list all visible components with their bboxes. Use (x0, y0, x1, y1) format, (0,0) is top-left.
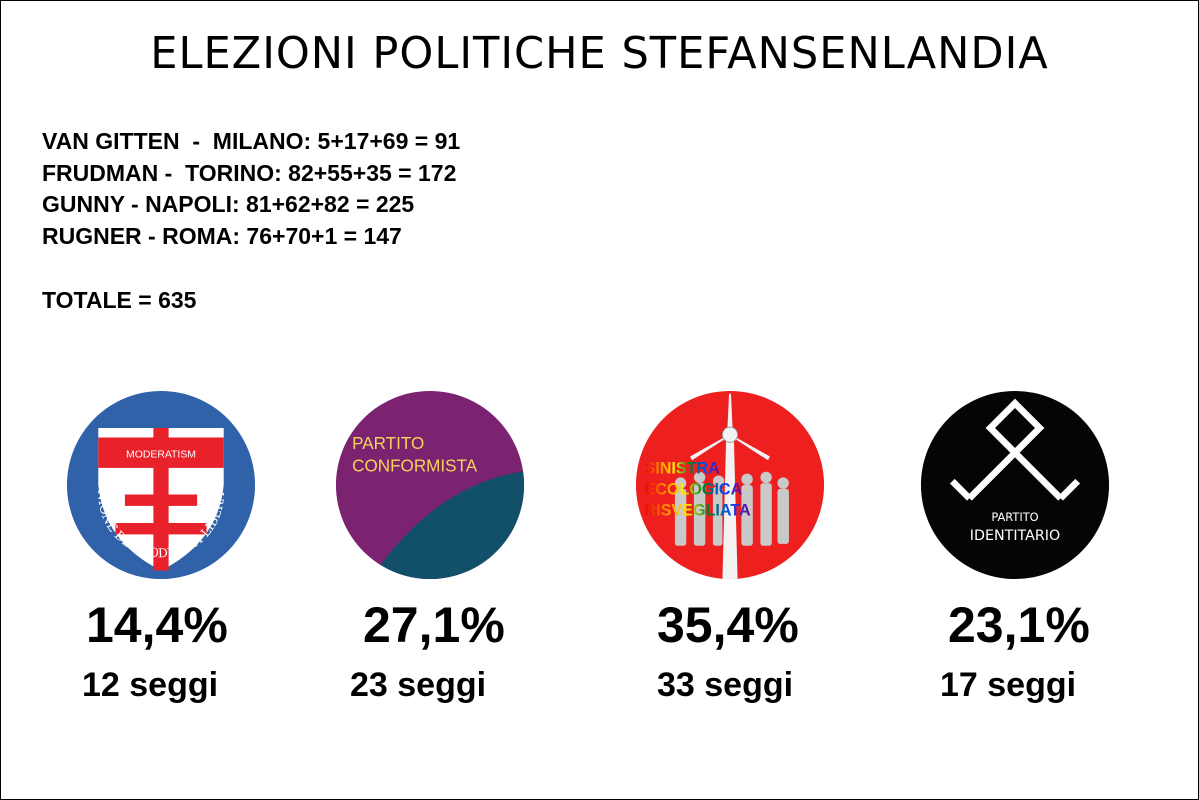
poster-title: ELEZIONI POLITICHE STEFANSENLANDIA (150, 28, 1049, 79)
moderati-liberali-logo: MODERATISM UNIONE DEI MODERATI LIBERALI (66, 390, 256, 580)
othala-rune-icon (949, 398, 1081, 501)
seats-conformista: 23 seggi (350, 666, 487, 704)
wind-turbine-icon (690, 393, 770, 580)
logo-moderatism-text: MODERATISM (126, 449, 196, 460)
logo-risvegliata-text: RISVEGLIATA (645, 501, 751, 519)
result-line-milano: VAN GITTEN - MILANO: 5+17+69 = 91 (42, 128, 461, 154)
logo-background-circle (920, 390, 1110, 580)
result-line-roma: RUGNER - ROMA: 76+70+1 = 147 (42, 222, 402, 249)
logo-identitario-text: IDENTITARIO (970, 528, 1060, 544)
seats-sinistra: 33 seggi (657, 666, 794, 704)
total-votes: TOTALE = 635 (42, 287, 197, 313)
partito-conformista-logo: PARTITO CONFORMISTA (335, 390, 525, 580)
percent-conformista: 27,1% (363, 597, 505, 653)
cross-bar-middle (124, 494, 198, 506)
city-results-list: VAN GITTEN - MILANO: 5+17+69 = 91 FRUDMA… (42, 126, 460, 252)
percent-moderati: 14,4% (86, 597, 228, 653)
seats-moderati: 12 seggi (82, 666, 219, 704)
cross-bar-bottom (115, 523, 207, 535)
percent-identitario: 23,1% (948, 597, 1090, 653)
result-line-napoli: GUNNY - NAPOLI: 81+62+82 = 225 (42, 191, 415, 217)
logo-sinistra-text: SINISTRA (645, 460, 721, 478)
partito-identitario-logo: PARTITO IDENTITARIO (920, 390, 1110, 580)
sinistra-ecologica-logo: SINISTRA ECOLOGICA RISVEGLIATA (635, 390, 825, 580)
seats-identitario: 17 seggi (940, 666, 1077, 704)
logo-partito-text: PARTITO (991, 510, 1038, 524)
logo-conformista-text: CONFORMISTA (352, 457, 478, 476)
percent-sinistra: 35,4% (657, 597, 799, 653)
logo-partito-text: PARTITO (352, 434, 424, 453)
crowd-figures-icon (674, 471, 789, 546)
logo-ecologica-text: ECOLOGICA (645, 481, 743, 499)
logo-teal-wave (373, 470, 525, 580)
result-line-torino: FRUDMAN - TORINO: 82+55+35 = 172 (42, 159, 457, 186)
